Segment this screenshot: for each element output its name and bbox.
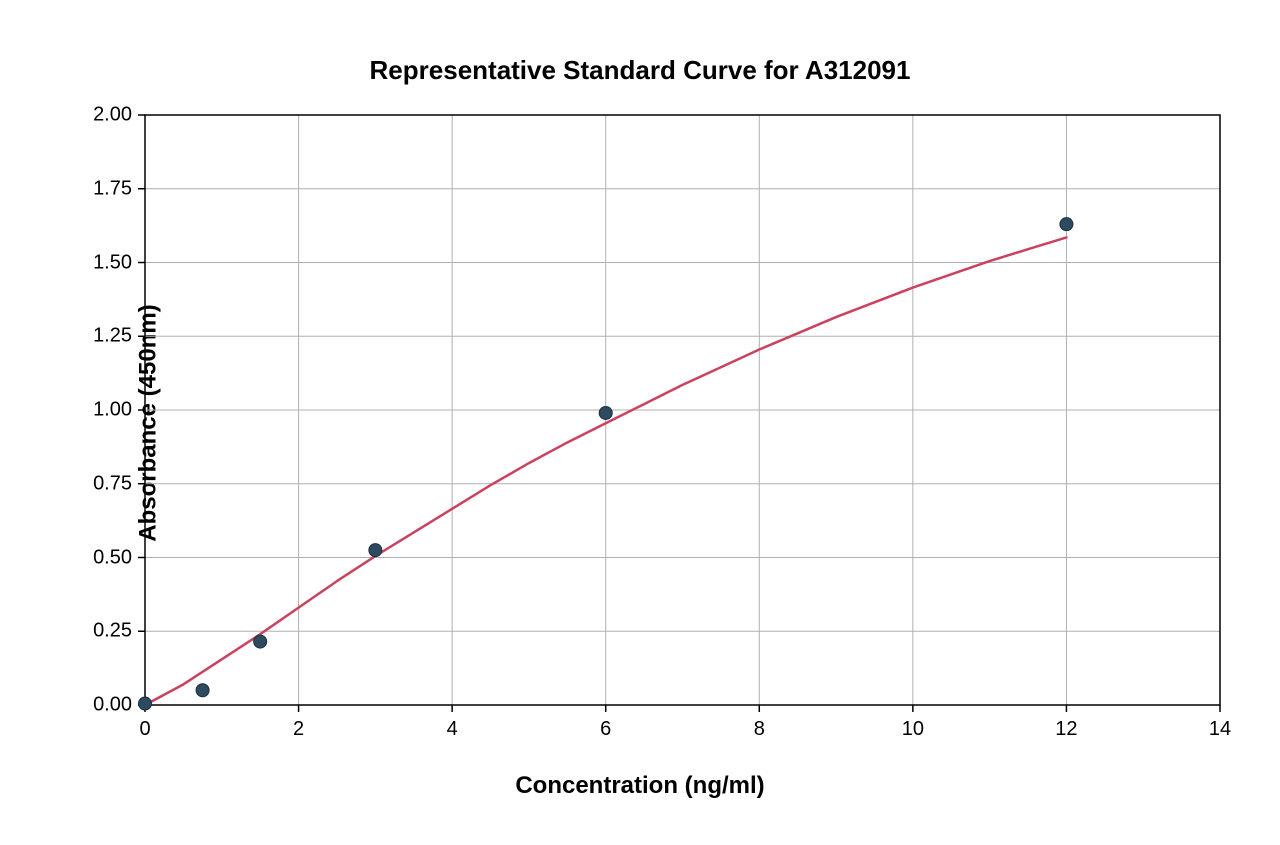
chart-title: Representative Standard Curve for A31209…: [0, 55, 1280, 86]
y-tick-label: 1.50: [52, 251, 132, 274]
y-tick-label: 1.00: [52, 399, 132, 422]
y-tick-label: 0.50: [52, 546, 132, 569]
y-tick-label: 2.00: [52, 104, 132, 127]
y-tick-label: 1.75: [52, 177, 132, 200]
y-tick-label: 0.75: [52, 472, 132, 495]
x-tick-label: 2: [279, 718, 319, 741]
x-tick-label: 8: [739, 718, 779, 741]
x-tick-label: 6: [586, 718, 626, 741]
data-point: [369, 544, 382, 557]
y-tick-label: 0.00: [52, 694, 132, 717]
data-point: [196, 684, 209, 697]
data-point: [599, 406, 612, 419]
y-tick-label: 0.25: [52, 620, 132, 643]
y-tick-label: 1.25: [52, 325, 132, 348]
plot-svg: [145, 115, 1220, 705]
x-tick-label: 10: [893, 718, 933, 741]
x-tick-label: 4: [432, 718, 472, 741]
x-tick-label: 0: [125, 718, 165, 741]
data-point: [254, 635, 267, 648]
data-point: [139, 697, 152, 710]
x-tick-label: 12: [1046, 718, 1086, 741]
chart-container: Representative Standard Curve for A31209…: [0, 0, 1280, 845]
x-tick-label: 14: [1200, 718, 1240, 741]
data-point: [1060, 218, 1073, 231]
x-axis-label: Concentration (ng/ml): [0, 772, 1280, 800]
